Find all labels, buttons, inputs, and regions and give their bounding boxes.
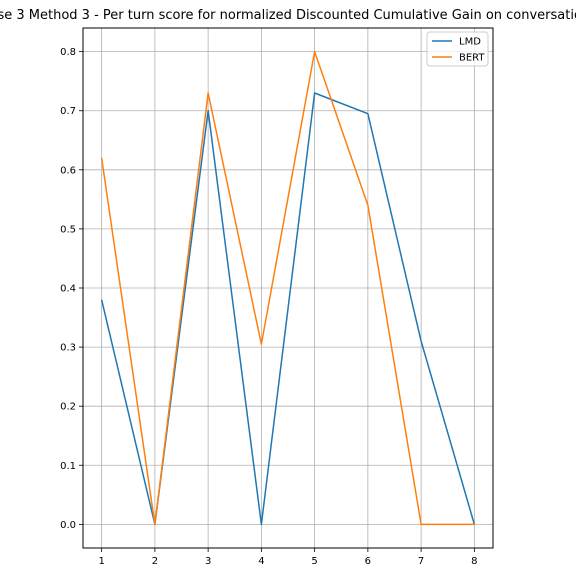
x-tick-label: 3 — [205, 556, 211, 567]
y-tick-label: 0.2 — [60, 402, 76, 413]
y-tick-label: 0.0 — [60, 520, 76, 531]
series-line-lmd — [100, 92, 476, 526]
chart-title: Phase 3 Method 3 - Per turn score for no… — [0, 8, 576, 23]
legend: LMD BERT — [426, 31, 489, 67]
x-axis: 1 2 3 4 5 6 7 8 — [98, 548, 478, 567]
y-tick-label: 0.7 — [60, 106, 76, 117]
x-tick-label: 8 — [471, 556, 477, 567]
x-tick-label: 4 — [258, 556, 264, 567]
x-tick-label: 1 — [98, 556, 104, 567]
x-tick-label: 7 — [418, 556, 424, 567]
y-tick-label: 0.5 — [60, 224, 76, 235]
y-tick-label: 0.6 — [60, 165, 76, 176]
y-tick-label: 0.8 — [60, 47, 76, 58]
y-axis: 0.0 0.1 0.2 0.3 0.4 0.5 0.6 0.7 0.8 — [60, 47, 83, 531]
x-tick-label: 5 — [311, 556, 317, 567]
x-tick-label: 2 — [152, 556, 158, 567]
y-tick-label: 0.4 — [60, 284, 76, 295]
y-tick-label: 0.3 — [60, 343, 76, 354]
series-line-bert — [100, 50, 475, 526]
y-tick-label: 0.1 — [60, 461, 76, 472]
x-tick-label: 6 — [365, 556, 371, 567]
grid — [83, 28, 493, 548]
legend-label-bert: BERT — [459, 53, 485, 64]
series-lines — [100, 50, 476, 526]
legend-label-lmd: LMD — [459, 37, 481, 48]
